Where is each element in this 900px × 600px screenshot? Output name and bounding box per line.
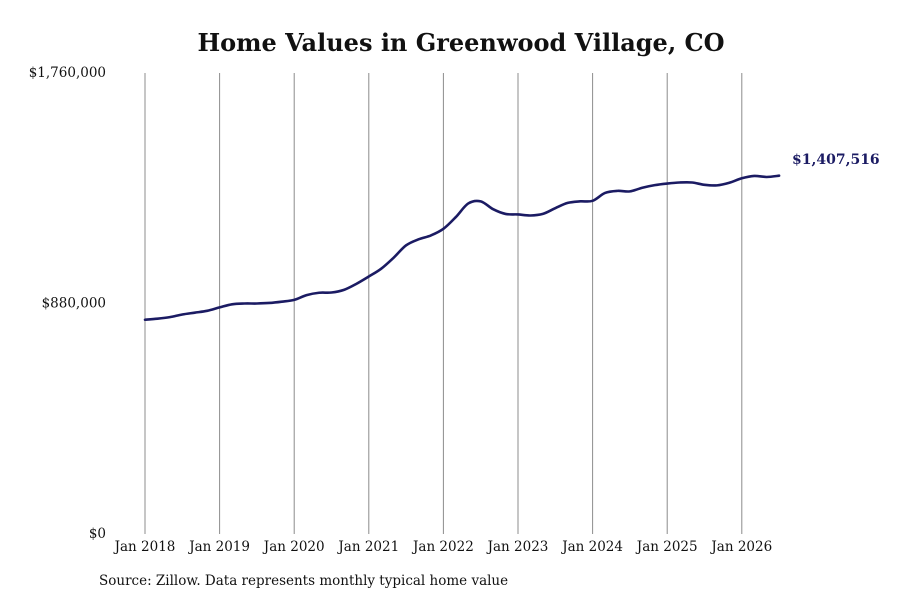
x-tick-label: Jan 2026 [709, 539, 772, 555]
x-axis-tick-labels: Jan 2018 Jan 2019 Jan 2020 Jan 2021 Jan 2022… [113, 539, 773, 555]
source-note: Source: Zillow. Data represents monthly … [99, 573, 509, 589]
x-tick-label: Jan 2022 [411, 539, 474, 555]
x-tick-label: Jan 2019 [187, 539, 250, 555]
x-tick-label: Jan 2024 [560, 539, 623, 555]
x-tick-label: Jan 2021 [336, 539, 399, 555]
x-tick-label: Jan 2018 [113, 539, 176, 555]
x-tick-label: Jan 2025 [635, 539, 698, 555]
chart-title: Home Values in Greenwood Village, CO [197, 28, 724, 57]
latest-value-label: $1,407,516 [792, 152, 880, 168]
y-tick-label: $1,760,000 [29, 65, 106, 81]
y-axis-tick-labels: $0 $880,000 $1,760,000 [29, 65, 106, 542]
y-tick-label: $880,000 [42, 296, 106, 312]
x-tick-label: Jan 2020 [262, 539, 325, 555]
x-tick-label: Jan 2023 [486, 539, 549, 555]
grid-lines [144, 73, 743, 534]
y-tick-label: $0 [89, 526, 106, 542]
home-value-line [143, 174, 781, 322]
